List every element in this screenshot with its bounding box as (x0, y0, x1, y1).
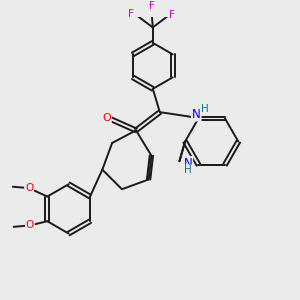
Text: N: N (184, 157, 192, 170)
Text: F: F (149, 1, 155, 11)
Text: H: H (201, 104, 209, 114)
Text: N: N (192, 108, 201, 121)
Text: F: F (169, 10, 175, 20)
Text: O: O (102, 113, 111, 123)
Text: O: O (26, 220, 34, 230)
Text: F: F (128, 9, 134, 19)
Text: H: H (184, 166, 192, 176)
Text: O: O (25, 183, 33, 193)
